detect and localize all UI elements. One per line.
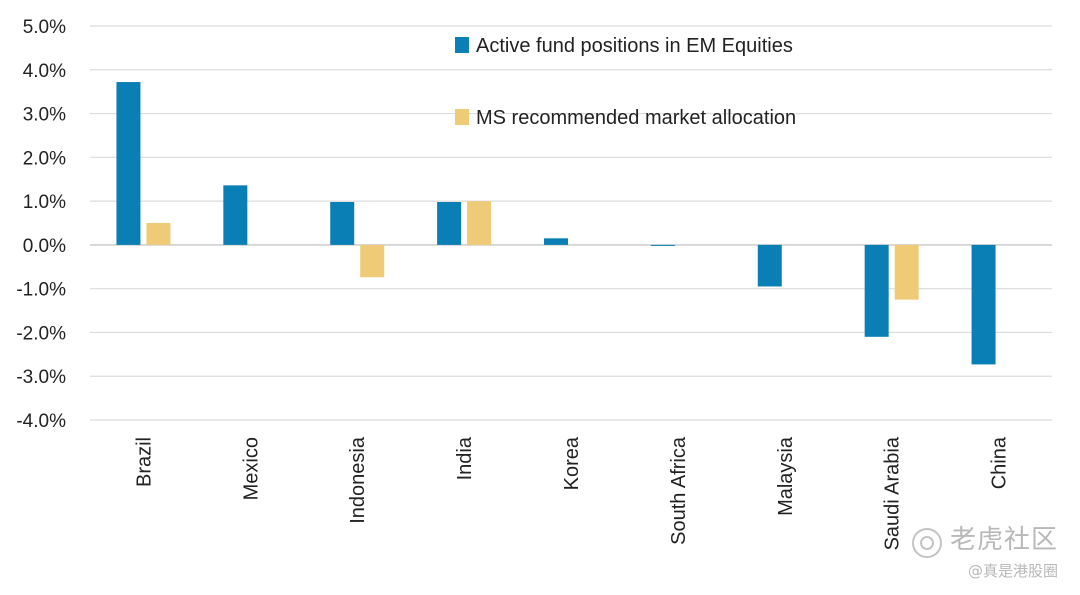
bar (146, 223, 171, 245)
legend-swatch (455, 109, 469, 125)
y-tick-label: 4.0% (23, 61, 66, 82)
x-axis-category-labels: Brazil Mexico Indonesia India Korea South Afr… (133, 436, 1010, 550)
y-tick-label: 3.0% (23, 105, 66, 126)
bar (757, 244, 782, 287)
bar (116, 82, 141, 245)
bar (360, 244, 385, 278)
x-category-label: South Africa (668, 436, 690, 545)
y-tick-label: -1.0% (16, 280, 66, 301)
y-tick-label: 0.0% (23, 236, 66, 257)
watermark-main-text: 老虎社区 (949, 524, 1058, 555)
bar (437, 201, 462, 245)
y-tick-label: -2.0% (16, 323, 66, 344)
x-category-label: Indonesia (347, 436, 369, 524)
bar (650, 244, 675, 246)
bar (467, 201, 492, 245)
x-category-label: Mexico (240, 437, 262, 500)
legend: Active fund positions in EM Equities MS r… (455, 35, 796, 129)
gridlines (90, 25, 1052, 421)
tiger-community-logo-icon (911, 528, 942, 558)
watermark: 老虎社区 @真是港股圈 (911, 519, 1058, 582)
y-tick-label: 5.0% (23, 17, 66, 38)
legend-swatch (455, 37, 469, 53)
bar (223, 185, 248, 245)
legend-label: Active fund positions in EM Equities (476, 35, 793, 57)
watermark-sub-text: @真是港股圈 (967, 562, 1058, 580)
bar (544, 238, 568, 245)
y-tick-label: -3.0% (16, 367, 66, 388)
y-tick-label: 1.0% (23, 192, 66, 213)
y-tick-label: 2.0% (23, 148, 66, 169)
bar (864, 244, 889, 337)
x-category-label: China (989, 436, 1011, 489)
bar (894, 244, 919, 300)
legend-label: MS recommended market allocation (476, 107, 796, 129)
x-category-label: India (454, 436, 476, 480)
y-axis-tick-labels: 5.0% 4.0% 3.0% 2.0% 1.0% 0.0% -1.0% -2.0% -3.0% -… (16, 17, 66, 432)
x-category-label: Brazil (133, 437, 155, 487)
bars (116, 82, 996, 365)
bar (330, 201, 355, 245)
x-category-label: Saudi Arabia (882, 436, 904, 550)
x-category-label: Malaysia (775, 436, 797, 516)
bar (971, 244, 996, 365)
y-tick-label: -4.0% (16, 411, 66, 432)
x-category-label: Korea (561, 436, 583, 490)
